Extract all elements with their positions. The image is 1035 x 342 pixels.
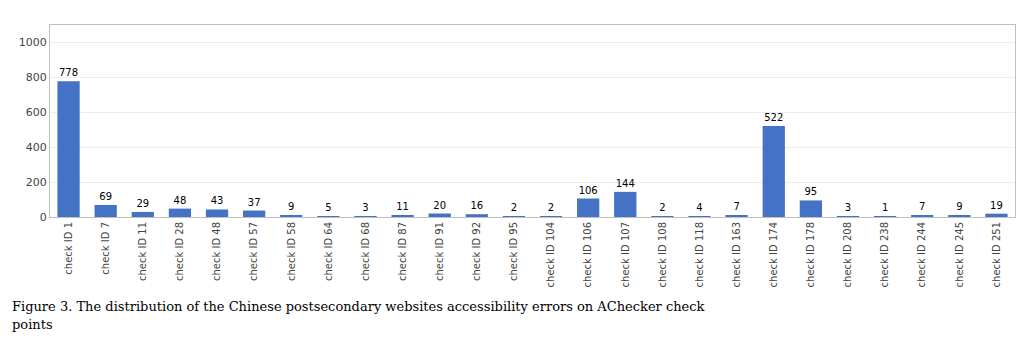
svg-text:200: 200 bbox=[26, 176, 47, 189]
svg-text:7: 7 bbox=[919, 201, 925, 212]
svg-text:106: 106 bbox=[579, 185, 598, 196]
svg-text:check ID 58: check ID 58 bbox=[286, 222, 297, 281]
svg-text:5: 5 bbox=[325, 202, 331, 213]
svg-text:check ID 108: check ID 108 bbox=[657, 222, 668, 287]
svg-text:check ID 244: check ID 244 bbox=[916, 222, 927, 287]
svg-text:778: 778 bbox=[59, 67, 78, 78]
svg-text:95: 95 bbox=[804, 186, 817, 197]
svg-text:check ID 174: check ID 174 bbox=[768, 222, 779, 287]
svg-text:43: 43 bbox=[211, 195, 224, 206]
svg-text:48: 48 bbox=[174, 195, 187, 206]
svg-text:3: 3 bbox=[362, 202, 368, 213]
svg-text:check ID 7: check ID 7 bbox=[100, 222, 111, 275]
svg-text:check ID 57: check ID 57 bbox=[248, 222, 259, 281]
svg-text:522: 522 bbox=[764, 112, 783, 123]
svg-text:2: 2 bbox=[548, 202, 554, 213]
svg-text:check ID 178: check ID 178 bbox=[805, 222, 816, 287]
svg-text:600: 600 bbox=[26, 106, 47, 119]
svg-text:check ID 251: check ID 251 bbox=[991, 222, 1002, 287]
svg-text:check ID 95: check ID 95 bbox=[508, 222, 519, 281]
svg-text:check ID 245: check ID 245 bbox=[954, 222, 965, 287]
svg-text:7: 7 bbox=[733, 201, 739, 212]
svg-text:0: 0 bbox=[40, 211, 47, 224]
svg-text:check ID 1: check ID 1 bbox=[63, 222, 74, 275]
svg-text:19: 19 bbox=[990, 200, 1003, 211]
svg-text:16: 16 bbox=[470, 200, 483, 211]
svg-text:9: 9 bbox=[956, 201, 962, 212]
svg-text:37: 37 bbox=[248, 197, 261, 208]
svg-text:check ID 208: check ID 208 bbox=[842, 222, 853, 287]
svg-text:9: 9 bbox=[288, 201, 294, 212]
svg-text:check ID 104: check ID 104 bbox=[545, 222, 556, 287]
svg-text:29: 29 bbox=[136, 198, 149, 209]
svg-text:check ID 28: check ID 28 bbox=[174, 222, 185, 281]
svg-text:check ID 118: check ID 118 bbox=[694, 222, 705, 287]
svg-text:points: points bbox=[12, 317, 53, 332]
svg-text:check ID 106: check ID 106 bbox=[582, 222, 593, 287]
svg-text:check ID 91: check ID 91 bbox=[434, 222, 445, 281]
svg-text:69: 69 bbox=[99, 191, 112, 202]
svg-text:check ID 92: check ID 92 bbox=[471, 222, 482, 281]
svg-text:1: 1 bbox=[882, 202, 888, 213]
svg-text:400: 400 bbox=[26, 141, 47, 154]
svg-text:check ID 48: check ID 48 bbox=[211, 222, 222, 281]
svg-text:check ID 68: check ID 68 bbox=[360, 222, 371, 281]
svg-text:check ID 87: check ID 87 bbox=[397, 222, 408, 281]
svg-text:check ID 64: check ID 64 bbox=[323, 222, 334, 281]
svg-text:144: 144 bbox=[616, 178, 635, 189]
svg-text:Figure 3. The distribution of: Figure 3. The distribution of the Chines… bbox=[12, 299, 705, 314]
svg-text:20: 20 bbox=[433, 200, 446, 211]
svg-text:check ID 11: check ID 11 bbox=[137, 222, 148, 281]
svg-text:check ID 238: check ID 238 bbox=[879, 222, 890, 287]
svg-text:800: 800 bbox=[26, 71, 47, 84]
svg-text:2: 2 bbox=[659, 202, 665, 213]
svg-text:check ID 163: check ID 163 bbox=[731, 222, 742, 287]
svg-text:1000: 1000 bbox=[19, 36, 47, 49]
svg-text:check ID 107: check ID 107 bbox=[620, 222, 631, 287]
svg-text:3: 3 bbox=[845, 202, 851, 213]
svg-text:4: 4 bbox=[696, 202, 702, 213]
svg-text:2: 2 bbox=[511, 202, 517, 213]
svg-text:11: 11 bbox=[396, 201, 409, 212]
